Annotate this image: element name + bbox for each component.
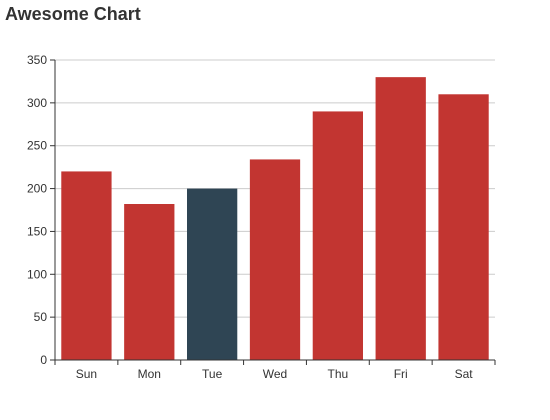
y-tick-label: 300 [27, 96, 47, 110]
bar-sat[interactable] [438, 94, 489, 361]
bar-thu[interactable] [312, 111, 363, 360]
bar-mon[interactable] [124, 204, 175, 360]
chart-title: Awesome Chart [5, 4, 141, 24]
y-tick-label: 0 [40, 353, 47, 367]
bars [61, 77, 489, 361]
y-tick-label: 100 [27, 267, 47, 281]
tick-labels: 0 50 100 150 200 250 300 350 Sun Mon Tue Wed Thu Fri S… [27, 53, 473, 381]
x-tick-label: Fri [394, 367, 408, 381]
x-tick-label: Mon [138, 367, 161, 381]
bar-sun[interactable] [61, 171, 112, 360]
x-tick-label: Wed [263, 367, 287, 381]
y-tick-label: 250 [27, 139, 47, 153]
y-tick-label: 350 [27, 53, 47, 67]
axes [50, 59, 496, 365]
bar-fri[interactable] [375, 77, 426, 361]
y-tick-label: 50 [34, 310, 48, 324]
x-tick-label: Sun [76, 367, 97, 381]
bar-tue[interactable] [187, 188, 238, 360]
x-tick-label: Sat [455, 367, 474, 381]
bar-wed[interactable] [249, 159, 301, 360]
y-tick-label: 200 [27, 182, 47, 196]
x-tick-label: Tue [202, 367, 223, 381]
x-tick-label: Thu [328, 367, 349, 381]
y-tick-label: 150 [27, 224, 47, 238]
